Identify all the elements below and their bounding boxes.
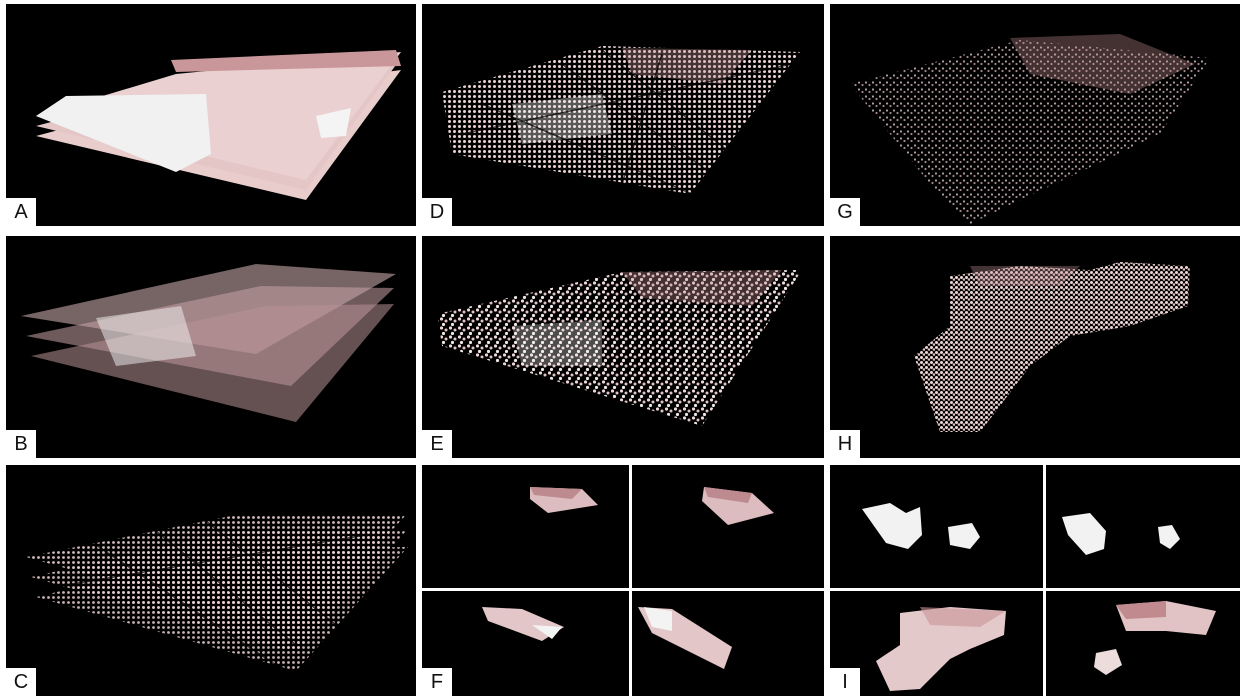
panel-f: F (422, 465, 824, 696)
stacked-layer-planes (36, 50, 401, 200)
panel-a: A (6, 4, 416, 226)
panel-label-h: H (830, 430, 860, 458)
subpanel-f3 (422, 591, 629, 696)
dispersed-point-cloud (850, 34, 1210, 224)
subpanel-i1 (830, 465, 1043, 588)
subpanel-f4 (632, 591, 824, 696)
random-point-volume (437, 270, 802, 426)
subpanel-i4 (1046, 591, 1240, 696)
panel-e: E (422, 236, 824, 458)
panel-i: I (830, 465, 1240, 696)
subpanel-i3 (830, 591, 1043, 696)
panel-label-e: E (422, 430, 452, 458)
panel-label-d: D (422, 198, 452, 226)
subpanel-i2 (1046, 465, 1240, 588)
panel-label-f: F (422, 668, 452, 696)
subpanel-f1 (422, 465, 629, 588)
panel-label-a: A (6, 198, 36, 226)
panel-b: B (6, 236, 416, 458)
panel-h: H (830, 236, 1240, 458)
panel-c: C (6, 465, 416, 696)
panel-label-c: C (6, 668, 36, 696)
grid-point-layers (26, 515, 408, 671)
transparent-layer-planes (21, 264, 396, 422)
subpanel-f2 (632, 465, 824, 588)
panel-label-g: G (830, 198, 860, 226)
clustered-point-cloud (914, 262, 1190, 432)
panel-g: G (830, 4, 1240, 226)
panel-label-i: I (830, 668, 860, 696)
panel-label-b: B (6, 430, 36, 458)
panel-d: D (422, 4, 824, 226)
grid-point-volume (442, 46, 800, 195)
